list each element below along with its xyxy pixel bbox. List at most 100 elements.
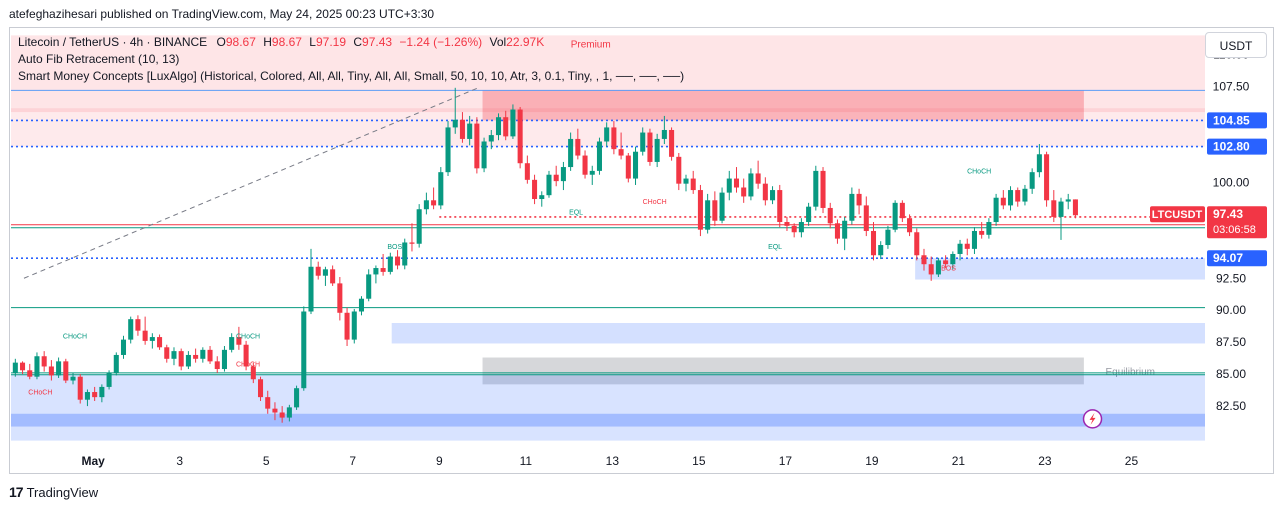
plot-area[interactable]: PremiumEquilibriumCHoCHCHoCHCHoCHCHoCHBO… xyxy=(11,35,1205,441)
equilibrium-zone xyxy=(482,357,1084,385)
x-tick-label: 9 xyxy=(436,454,443,468)
candle-body xyxy=(272,408,278,413)
candle-body xyxy=(611,127,617,150)
symbol-legend[interactable]: Litecoin / TetherUS · 4h · BINANCE O98.6… xyxy=(18,35,544,49)
symbol-title[interactable]: Litecoin / TetherUS · 4h · BINANCE xyxy=(18,35,208,49)
candle-body xyxy=(1058,201,1064,217)
candle-body xyxy=(733,178,740,188)
candle-body xyxy=(712,200,718,221)
candle-body xyxy=(1072,199,1078,216)
price-label-box-3 xyxy=(1207,250,1267,267)
candle-body xyxy=(481,141,487,169)
candle-body xyxy=(885,229,891,246)
candle-body xyxy=(1022,188,1028,202)
candle-body xyxy=(1008,190,1014,206)
candle-body xyxy=(113,354,119,373)
candle-body xyxy=(1036,154,1042,173)
candle-body xyxy=(510,109,516,137)
candle-body xyxy=(294,388,300,408)
candle-body xyxy=(308,266,314,312)
structure-label-3: CHoCH xyxy=(236,361,260,368)
candle-body xyxy=(705,200,711,230)
chart-frame[interactable]: Premium Equilibrium CHoCH CHoCH CHoCH CHoCH BO… xyxy=(9,27,1274,474)
candle-body xyxy=(690,178,696,191)
premium-zone xyxy=(11,35,1205,113)
fib-indicator-legend[interactable]: Auto Fib Retracement (10, 13) xyxy=(18,52,180,66)
footer-brand[interactable]: 17 TradingView xyxy=(9,484,98,500)
x-tick-label: 11 xyxy=(520,454,533,468)
candle-body xyxy=(366,274,372,299)
x-tick-label: 23 xyxy=(1038,454,1052,468)
candle-body xyxy=(986,222,992,235)
y-tick-label: 85.00 xyxy=(1216,367,1246,381)
candle-body xyxy=(34,356,40,377)
candle-body xyxy=(539,195,545,200)
candle-body xyxy=(741,187,747,197)
candle-body xyxy=(402,242,408,266)
x-tick-label: 25 xyxy=(1125,454,1139,468)
candle-body xyxy=(84,392,90,400)
candle-body xyxy=(517,109,523,164)
candle-body xyxy=(899,202,905,219)
candle-body xyxy=(322,269,328,276)
tradingview-brand: TradingView xyxy=(26,484,99,500)
price-label-box-0 xyxy=(1207,112,1267,129)
x-tick-label: 3 xyxy=(176,454,183,468)
price-label-box-1 xyxy=(1207,138,1267,155)
candle-body xyxy=(445,127,451,173)
candle-body xyxy=(575,138,581,156)
candle-body xyxy=(618,149,624,156)
candle-body xyxy=(726,178,732,193)
change-value: −1.24 (−1.26%) xyxy=(399,35,483,49)
candle-body xyxy=(928,264,934,275)
high-value: 98.67 xyxy=(271,35,302,49)
tradingview-logo-icon: 17 xyxy=(9,484,24,500)
x-tick-label: 15 xyxy=(692,454,706,468)
candle-body xyxy=(438,172,444,206)
candle-body xyxy=(582,155,588,175)
volume-value: 22.97K xyxy=(506,35,545,49)
candle-body xyxy=(676,156,682,184)
currency-button[interactable]: USDT xyxy=(1205,32,1267,58)
x-tick-label: 7 xyxy=(349,454,356,468)
candle-body xyxy=(63,361,69,381)
candle-body xyxy=(892,202,898,230)
candle-body xyxy=(784,222,790,226)
candle-body xyxy=(532,179,538,200)
candle-body xyxy=(1029,172,1035,189)
candle-body xyxy=(524,163,530,180)
candle-body xyxy=(820,170,826,208)
candle-body xyxy=(395,256,401,266)
premium-zone-label: Premium xyxy=(571,39,611,50)
smc-indicator-legend[interactable]: Smart Money Concepts [LuxAlgo] (Historic… xyxy=(18,69,685,83)
structure-label-4: BOS xyxy=(387,244,402,251)
high-label: H xyxy=(263,35,272,49)
candle-body xyxy=(99,386,105,398)
candle-body xyxy=(257,379,264,398)
chart-canvas[interactable]: PremiumEquilibriumCHoCHCHoCHCHoCHCHoCHBO… xyxy=(10,28,1275,475)
candle-body xyxy=(250,366,256,380)
price-label-3: 94.07 xyxy=(1213,251,1243,265)
candle-body xyxy=(777,190,783,223)
candle-body xyxy=(207,349,213,362)
candle-body xyxy=(640,132,646,152)
candle-body xyxy=(625,155,631,179)
candle-body xyxy=(719,192,725,221)
candle-body xyxy=(935,260,941,275)
candle-body xyxy=(459,119,465,139)
candle-body xyxy=(503,117,509,137)
candle-body xyxy=(185,354,191,367)
candle-body xyxy=(149,337,155,341)
price-label-1: 102.80 xyxy=(1213,140,1250,154)
structure-label-2: CHoCH xyxy=(236,333,260,340)
candle-body xyxy=(863,205,869,231)
countdown-timer: 03:06:58 xyxy=(1213,224,1256,236)
candle-body xyxy=(849,193,855,221)
candle-body xyxy=(1000,197,1006,206)
discount-zone xyxy=(11,374,1205,441)
symbol-tag-box xyxy=(1150,206,1205,223)
x-tick-label: 13 xyxy=(606,454,620,468)
candle-body xyxy=(914,232,920,256)
candle-body xyxy=(943,260,949,265)
candle-body xyxy=(423,200,429,210)
